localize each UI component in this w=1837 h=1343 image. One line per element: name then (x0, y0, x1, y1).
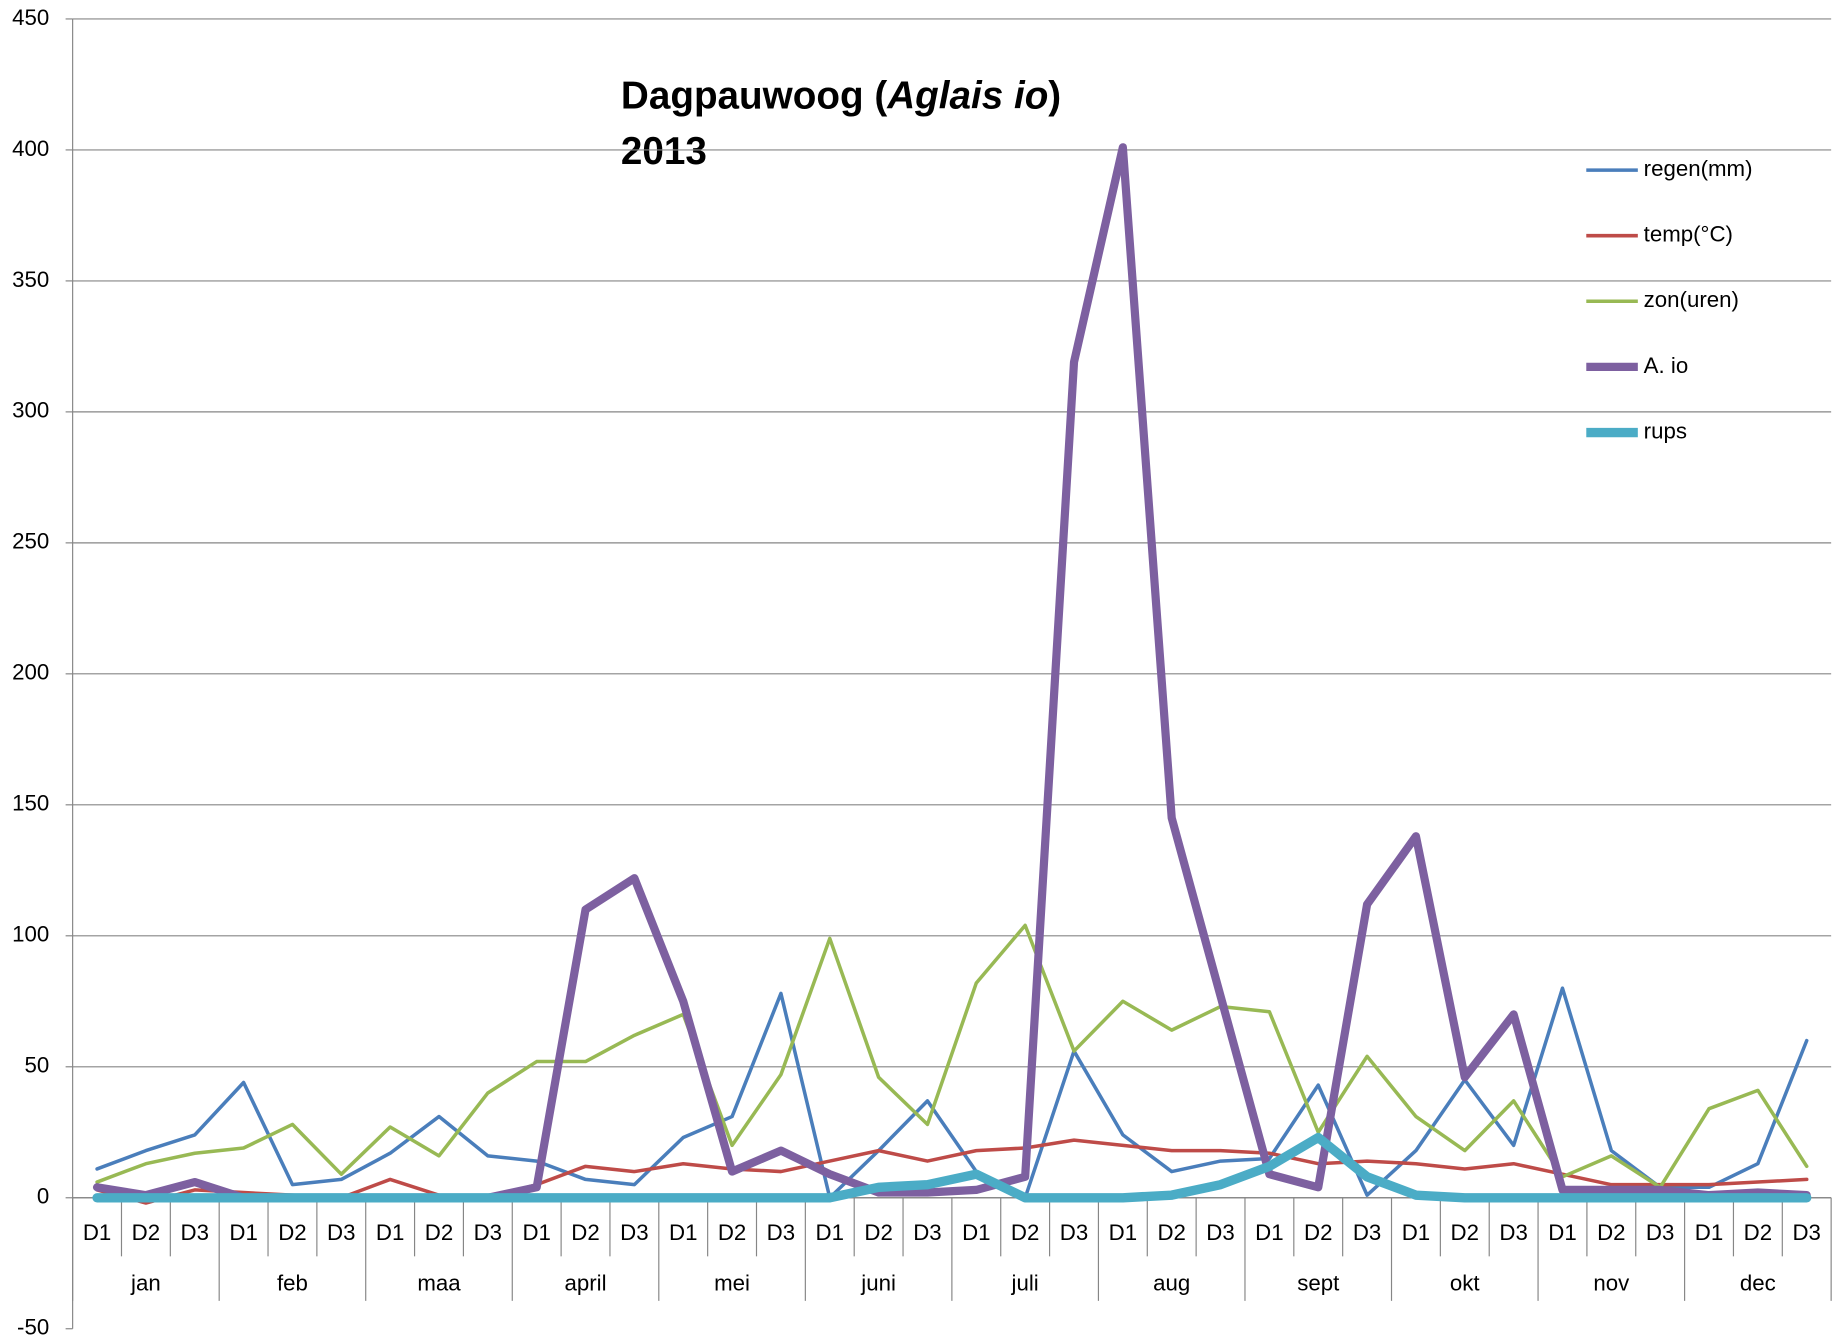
month-label: sept (1297, 1270, 1340, 1295)
x-tick-label: D2 (1011, 1220, 1039, 1245)
x-tick-label: D2 (132, 1220, 160, 1245)
series-line (95, 923, 1809, 1190)
month-label: nov (1593, 1270, 1630, 1295)
y-tick-label: 0 (37, 1184, 49, 1209)
x-tick-label: D3 (1206, 1220, 1234, 1245)
x-tick-label: D1 (962, 1220, 990, 1245)
month-label: okt (1450, 1270, 1480, 1295)
x-tick-label: D2 (1597, 1220, 1625, 1245)
series-line (95, 986, 1809, 1200)
y-tick-label: 50 (24, 1053, 49, 1078)
title-species: Aglais io (886, 75, 1048, 118)
x-tick-label: D3 (327, 1220, 355, 1245)
y-tick-label: -50 (17, 1315, 49, 1340)
y-tick-label: 100 (12, 922, 49, 947)
y-tick-label: 250 (12, 529, 49, 554)
legend-label: A. io (1644, 353, 1689, 378)
series-line (92, 1132, 1812, 1203)
legend-label: regen(mm) (1644, 156, 1753, 181)
x-tick-label: D2 (425, 1220, 453, 1245)
y-tick-label: 350 (12, 267, 49, 292)
x-tick-label: D1 (83, 1220, 111, 1245)
title-suffix: ) (1048, 75, 1061, 118)
month-label: juli (1011, 1270, 1039, 1295)
x-tick-label: D1 (669, 1220, 697, 1245)
x-tick-label: D3 (1499, 1220, 1527, 1245)
x-tick-label: D3 (1060, 1220, 1088, 1245)
y-tick-label: 200 (12, 660, 49, 685)
x-tick-label: D2 (1157, 1220, 1185, 1245)
title-prefix: Dagpauwoog ( (621, 75, 887, 118)
y-tick-label: 150 (12, 791, 49, 816)
legend-label: temp(°C) (1644, 222, 1733, 247)
x-tick-label: D1 (1695, 1220, 1723, 1245)
x-tick-label: D2 (864, 1220, 892, 1245)
month-label: juni (860, 1270, 896, 1295)
y-tick-label: 400 (12, 136, 49, 161)
x-tick-label: D1 (229, 1220, 257, 1245)
series-line (92, 143, 1811, 1202)
x-tick-label: D2 (571, 1220, 599, 1245)
x-tick-label: D1 (376, 1220, 404, 1245)
x-tick-label: D3 (913, 1220, 941, 1245)
x-tick-label: D1 (1548, 1220, 1576, 1245)
month-label: aug (1153, 1270, 1190, 1295)
month-label: maa (417, 1270, 461, 1295)
month-label: feb (277, 1270, 308, 1295)
month-label: mei (714, 1270, 750, 1295)
series-line (95, 1138, 1809, 1205)
month-label: jan (130, 1270, 161, 1295)
y-tick-label: 450 (12, 5, 49, 30)
x-tick-label: D3 (1353, 1220, 1381, 1245)
chart-subtitle: 2013 (621, 130, 707, 173)
x-tick-label: D1 (1402, 1220, 1430, 1245)
month-label: april (565, 1270, 607, 1295)
x-tick-label: D3 (767, 1220, 795, 1245)
x-tick-label: D1 (816, 1220, 844, 1245)
x-tick-label: D2 (718, 1220, 746, 1245)
x-tick-label: D3 (620, 1220, 648, 1245)
x-tick-label: D1 (1255, 1220, 1283, 1245)
x-tick-label: D3 (181, 1220, 209, 1245)
y-tick-label: 300 (12, 398, 49, 423)
legend-label: rups (1644, 418, 1687, 443)
x-tick-label: D2 (278, 1220, 306, 1245)
x-tick-label: D1 (1109, 1220, 1137, 1245)
chart-title: Dagpauwoog (Aglais io) (621, 75, 1061, 118)
legend-label: zon(uren) (1644, 287, 1739, 312)
x-tick-label: D2 (1744, 1220, 1772, 1245)
x-tick-label: D3 (1646, 1220, 1674, 1245)
x-tick-label: D2 (1304, 1220, 1332, 1245)
month-label: dec (1740, 1270, 1776, 1295)
x-tick-label: D2 (1451, 1220, 1479, 1245)
x-tick-label: D1 (522, 1220, 550, 1245)
x-tick-label: D3 (474, 1220, 502, 1245)
x-tick-label: D3 (1792, 1220, 1820, 1245)
